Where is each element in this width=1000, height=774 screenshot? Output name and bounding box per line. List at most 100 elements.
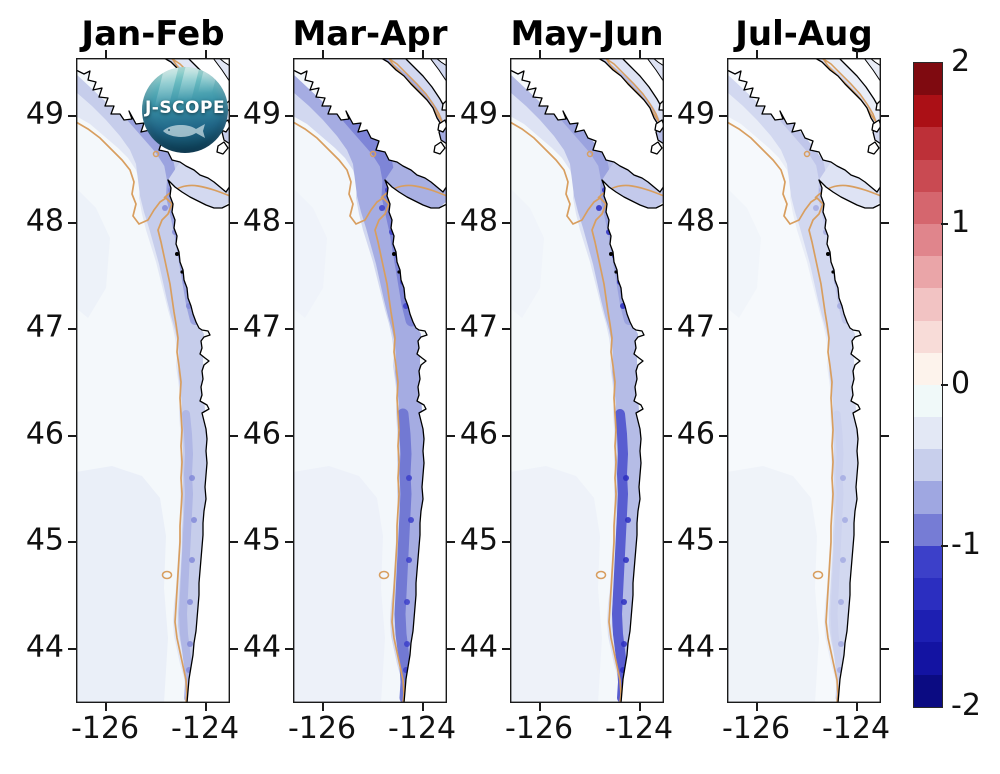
coastal-islet — [614, 270, 618, 274]
anomaly-speckle — [406, 475, 412, 481]
strait-juan-de-fuca-water — [385, 162, 447, 208]
panel-frame — [726, 57, 882, 703]
map-panel-mar-apr — [292, 56, 448, 704]
gulf-island — [871, 119, 882, 133]
y-tick-label: 44 — [459, 629, 498, 665]
x-tick-mark — [539, 703, 541, 711]
y-tick-label: 48 — [676, 203, 715, 239]
y-tick-mark — [502, 435, 510, 437]
gulf-island — [216, 141, 229, 155]
vancouver-island-land — [292, 57, 448, 193]
y-tick-label: 48 — [459, 203, 498, 239]
y-tick-label: 48 — [25, 203, 64, 239]
coastal-islet — [392, 252, 396, 256]
y-tick-mark — [719, 435, 727, 437]
y-tick-label: 47 — [242, 309, 281, 345]
georgia-contour-loop — [387, 57, 443, 123]
y-tick-mark — [719, 648, 727, 650]
map-panel-jul-aug — [726, 56, 882, 704]
anomaly-speckle — [379, 205, 385, 211]
panel-title-jul-aug: Jul-Aug — [735, 14, 873, 54]
colorbar-tick-mark — [941, 545, 948, 547]
colorbar — [913, 62, 943, 708]
y-tick-label: 48 — [242, 203, 281, 239]
anomaly-speckle — [406, 557, 412, 563]
anomaly-speckle — [162, 205, 168, 211]
y-tick-label: 46 — [242, 416, 281, 452]
y-tick-label: 44 — [25, 629, 64, 665]
y-tick-mark — [719, 222, 727, 224]
anomaly-core-south — [179, 410, 193, 702]
light-ray-decoration — [177, 67, 201, 101]
coastal-islet — [397, 270, 401, 274]
y-tick-label: 46 — [25, 416, 64, 452]
y-tick-mark — [502, 222, 510, 224]
anomaly-speckle — [840, 557, 846, 563]
x-tick-label: -124 — [387, 711, 457, 746]
colorbar-segment — [914, 417, 942, 450]
panel-frame — [292, 57, 448, 703]
colorbar-segment — [914, 63, 942, 96]
anomaly-speckle — [840, 475, 846, 481]
y-tick-mark — [664, 328, 672, 330]
anomaly-speckle — [596, 205, 602, 211]
y-tick-label: 47 — [459, 309, 498, 345]
panel-title-jan-feb: Jan-Feb — [81, 14, 225, 54]
anomaly-speckle — [189, 475, 195, 481]
y-tick-mark — [68, 115, 76, 117]
coastal-islet — [609, 252, 613, 256]
anomaly-speckle — [404, 599, 410, 605]
y-tick-mark — [68, 541, 76, 543]
x-tick-mark — [205, 703, 207, 711]
offshore-tint-patch — [510, 466, 602, 703]
y-tick-mark — [502, 328, 510, 330]
anomaly-speckle — [187, 641, 193, 647]
shelf-break-contour — [75, 121, 188, 704]
offshore-tint-patch — [727, 466, 819, 703]
y-tick-label: 49 — [459, 96, 498, 132]
strait-juan-de-fuca-water — [602, 162, 664, 208]
anomaly-speckle — [623, 475, 629, 481]
y-tick-mark — [664, 648, 672, 650]
washington-oregon-land — [384, 179, 448, 704]
y-tick-mark — [68, 222, 76, 224]
y-tick-label: 49 — [25, 96, 64, 132]
colorbar-segment — [914, 642, 942, 675]
anomaly-core-south — [830, 410, 844, 702]
y-tick-label: 49 — [676, 96, 715, 132]
anomaly-speckle — [842, 517, 848, 523]
x-tick-mark — [639, 50, 641, 58]
offshore-tint-patch-2 — [76, 188, 110, 318]
x-tick-label: -124 — [604, 711, 674, 746]
y-tick-label: 45 — [242, 522, 281, 558]
colorbar-segment — [914, 384, 942, 418]
panel-frame — [509, 57, 665, 703]
y-tick-mark — [285, 648, 293, 650]
y-tick-mark — [664, 222, 672, 224]
colorbar-segment — [914, 95, 942, 128]
colorbar-segment — [914, 674, 942, 707]
georgia-contour-loop — [604, 57, 660, 123]
anomaly-core-south — [612, 409, 628, 703]
anomaly-speckle — [813, 205, 819, 211]
colorbar-tick-label: 2 — [951, 44, 971, 79]
light-ray-decoration — [198, 67, 220, 93]
colorbar-segment — [914, 159, 942, 192]
gulf-island — [867, 141, 880, 155]
gulf-island — [437, 119, 448, 133]
strait-juan-de-fuca-water — [819, 162, 881, 208]
contour-dot — [586, 150, 594, 158]
x-tick-mark — [756, 50, 758, 58]
x-tick-label: -124 — [821, 711, 891, 746]
anomaly-speckle — [838, 641, 844, 647]
offshore-tint-patch-2 — [510, 188, 544, 318]
y-tick-mark — [447, 648, 455, 650]
y-tick-mark — [285, 435, 293, 437]
y-tick-mark — [68, 435, 76, 437]
anomaly-core-south — [394, 408, 412, 704]
colorbar-segment — [914, 545, 942, 578]
x-tick-label: -126 — [287, 711, 357, 746]
y-tick-mark — [447, 115, 455, 117]
washington-oregon-land — [818, 179, 882, 704]
y-tick-mark — [881, 435, 889, 437]
